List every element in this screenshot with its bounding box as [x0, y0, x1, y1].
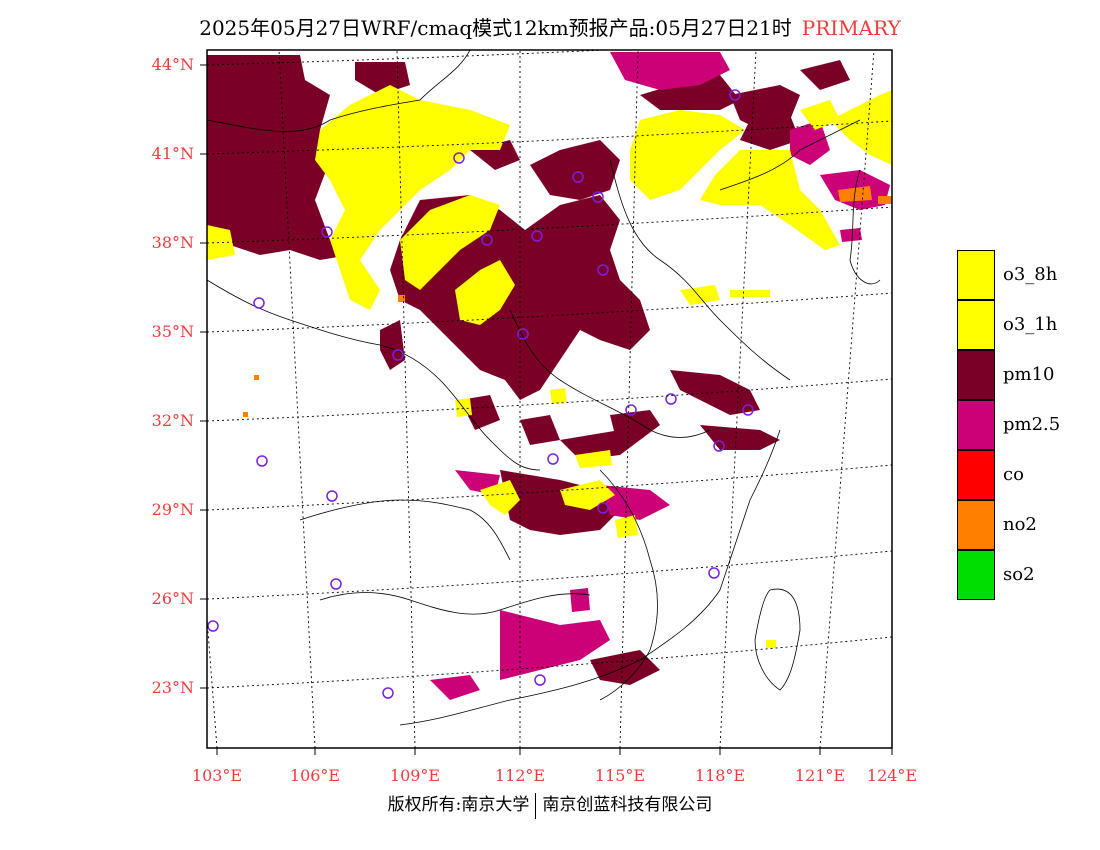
lat-label: 38°N [151, 233, 194, 252]
lat-label: 44°N [151, 55, 194, 74]
legend-label: o3_1h [1003, 314, 1058, 335]
lon-label: 115°E [594, 766, 646, 785]
lon-label: 112°E [494, 766, 546, 785]
lon-label: 124°E [866, 766, 918, 785]
legend-swatch [957, 400, 995, 450]
legend-label: o3_8h [1003, 264, 1058, 285]
title-tag: PRIMARY [801, 16, 901, 40]
copyright-footer: 版权所有:南京大学 南京创蓝科技有限公司 [0, 790, 1100, 819]
legend-swatch [957, 550, 995, 600]
boundaries [207, 50, 881, 726]
legend-label: pm2.5 [1003, 414, 1061, 435]
chart-title: 2025年05月27日WRF/cmaq模式12km预报产品:05月27日21时 P… [0, 12, 1100, 41]
longitude-gridline [719, 50, 757, 748]
legend-label: so2 [1003, 564, 1035, 585]
lat-label: 29°N [151, 500, 194, 519]
lon-label: 106°E [289, 766, 341, 785]
longitude-gridline [278, 50, 316, 748]
longitude-gridline [891, 743, 892, 748]
graticule [207, 50, 892, 748]
map-content [207, 50, 892, 748]
longitude-gridline [819, 50, 875, 748]
longitude-gridline [396, 50, 416, 748]
legend-label: co [1003, 464, 1024, 485]
o3-area [207, 85, 892, 648]
legend-swatch [957, 250, 995, 300]
lon-label: 103°E [191, 766, 243, 785]
legend-swatch [957, 500, 995, 550]
footer-right: 南京创蓝科技有限公司 [542, 795, 713, 815]
lat-label: 41°N [151, 144, 194, 163]
axis-ticks [200, 64, 893, 755]
title-main: 2025年05月27日WRF/cmaq模式12km预报产品:05月27日21时 [199, 16, 792, 40]
lon-label: 109°E [389, 766, 441, 785]
map-frame [206, 49, 893, 749]
footer-separator [535, 792, 537, 819]
legend-label: pm10 [1003, 364, 1055, 385]
longitude-gridline [619, 50, 639, 748]
station-markers [207, 89, 754, 699]
footer-left: 版权所有:南京大学 [387, 795, 530, 815]
lat-label: 35°N [151, 322, 194, 341]
lat-label: 26°N [151, 589, 194, 608]
pm10-area [207, 55, 850, 685]
lat-label: 32°N [151, 411, 194, 430]
lat-label: 23°N [151, 678, 194, 697]
legend-swatch [957, 350, 995, 400]
latitude-gridline [207, 550, 892, 600]
latitude-gridline [207, 378, 892, 422]
legend-label: no2 [1003, 514, 1037, 535]
legend-swatch [957, 450, 995, 500]
longitude-gridline [207, 612, 218, 748]
legend-swatch [957, 300, 995, 350]
lon-label: 121°E [794, 766, 846, 785]
lon-label: 118°E [694, 766, 746, 785]
